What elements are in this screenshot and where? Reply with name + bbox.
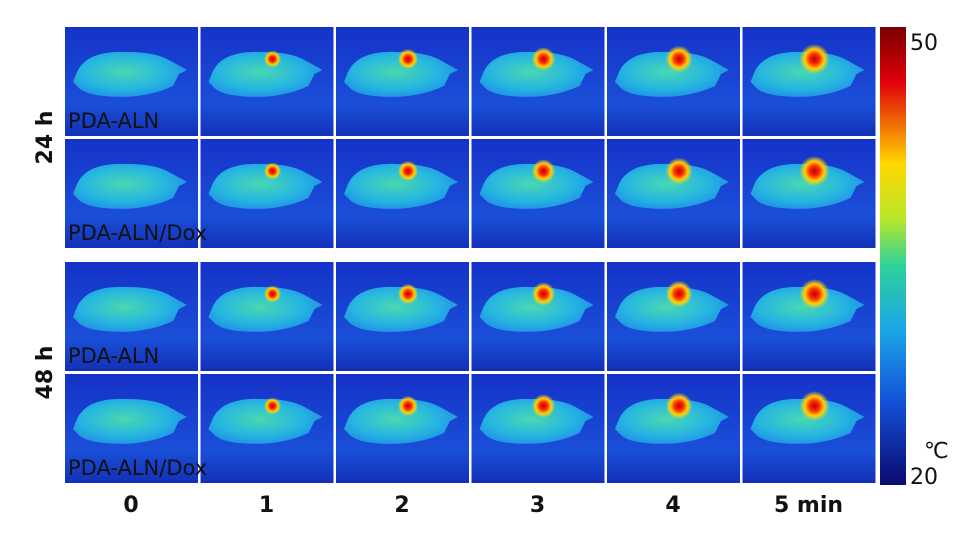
mouse-silhouette	[615, 51, 729, 97]
mouse-silhouette	[208, 51, 323, 97]
thermal-image	[742, 262, 876, 371]
thermal-image	[200, 262, 334, 371]
thermal-image	[65, 27, 198, 136]
mouse-silhouette	[73, 398, 187, 444]
thermal-image	[471, 27, 605, 136]
mouse-silhouette	[208, 398, 323, 444]
mouse-silhouette	[344, 286, 458, 332]
group-label: 24 h	[33, 111, 58, 165]
hot-spot	[531, 47, 556, 71]
hot-spot	[799, 279, 830, 309]
hot-spot	[799, 44, 830, 74]
mouse-silhouette	[73, 163, 187, 209]
group-label: 48 h	[33, 346, 58, 400]
colorbar-unit: ℃	[924, 439, 949, 464]
colorbar	[880, 27, 906, 485]
mouse-silhouette	[479, 163, 594, 209]
thermal-image	[336, 374, 469, 483]
mouse-silhouette	[344, 163, 458, 209]
thermal-image	[65, 262, 198, 371]
thermal-image	[607, 139, 740, 248]
mouse-silhouette	[750, 286, 865, 332]
thermal-image	[200, 27, 334, 136]
thermal-image	[200, 374, 334, 483]
column-label: 1	[259, 493, 274, 518]
column-label: 3	[530, 493, 545, 518]
hot-spot	[397, 283, 419, 305]
thermal-image	[336, 139, 469, 248]
thermal-image	[65, 374, 198, 483]
thermal-image	[471, 139, 605, 248]
mouse-silhouette	[73, 286, 187, 332]
thermal-image	[742, 374, 876, 483]
hot-spot	[665, 392, 693, 420]
thermal-image	[742, 139, 876, 248]
hot-spot	[397, 395, 419, 417]
mouse-silhouette	[73, 51, 187, 97]
mouse-silhouette	[344, 398, 458, 444]
column-label: 2	[394, 493, 409, 518]
mouse-silhouette	[479, 51, 594, 97]
row-label: PDA-ALN	[68, 344, 159, 368]
mouse-silhouette	[750, 163, 865, 209]
hot-spot	[397, 48, 419, 70]
thermal-image	[607, 374, 740, 483]
row-label: PDA-ALN	[68, 109, 159, 133]
thermal-image	[471, 262, 605, 371]
thermal-image	[336, 27, 469, 136]
thermal-image	[742, 27, 876, 136]
hot-spot	[397, 160, 419, 182]
hot-spot	[665, 280, 693, 308]
hot-spot	[665, 157, 693, 185]
mouse-silhouette	[615, 163, 729, 209]
column-label: 4	[665, 493, 680, 518]
thermal-image	[607, 27, 740, 136]
column-label: 0	[123, 493, 138, 518]
hot-spot	[531, 159, 556, 183]
mouse-silhouette	[615, 286, 729, 332]
column-label: 5 min	[774, 493, 843, 518]
mouse-silhouette	[479, 398, 594, 444]
mouse-silhouette	[615, 398, 729, 444]
mouse-silhouette	[750, 398, 865, 444]
hot-spot	[263, 162, 282, 180]
thermal-image	[336, 262, 469, 371]
hot-spot	[665, 45, 693, 73]
hot-spot	[799, 391, 830, 421]
row-label: PDA-ALN/Dox	[68, 456, 207, 480]
mouse-silhouette	[208, 163, 323, 209]
thermal-image	[471, 374, 605, 483]
hot-spot	[531, 394, 556, 418]
thermal-image	[607, 262, 740, 371]
mouse-silhouette	[344, 51, 458, 97]
hot-spot	[263, 50, 282, 68]
hot-spot	[263, 397, 282, 415]
hot-spot	[799, 156, 830, 186]
image-grid	[65, 27, 876, 483]
thermal-image	[65, 139, 198, 248]
hot-spot	[531, 282, 556, 306]
mouse-silhouette	[750, 51, 865, 97]
colorbar-max: 50	[910, 31, 938, 56]
row-label: PDA-ALN/Dox	[68, 221, 207, 245]
thermal-image	[200, 139, 334, 248]
mouse-silhouette	[479, 286, 594, 332]
hot-spot	[263, 285, 282, 303]
colorbar-min: 20	[910, 465, 938, 490]
mouse-silhouette	[208, 286, 323, 332]
